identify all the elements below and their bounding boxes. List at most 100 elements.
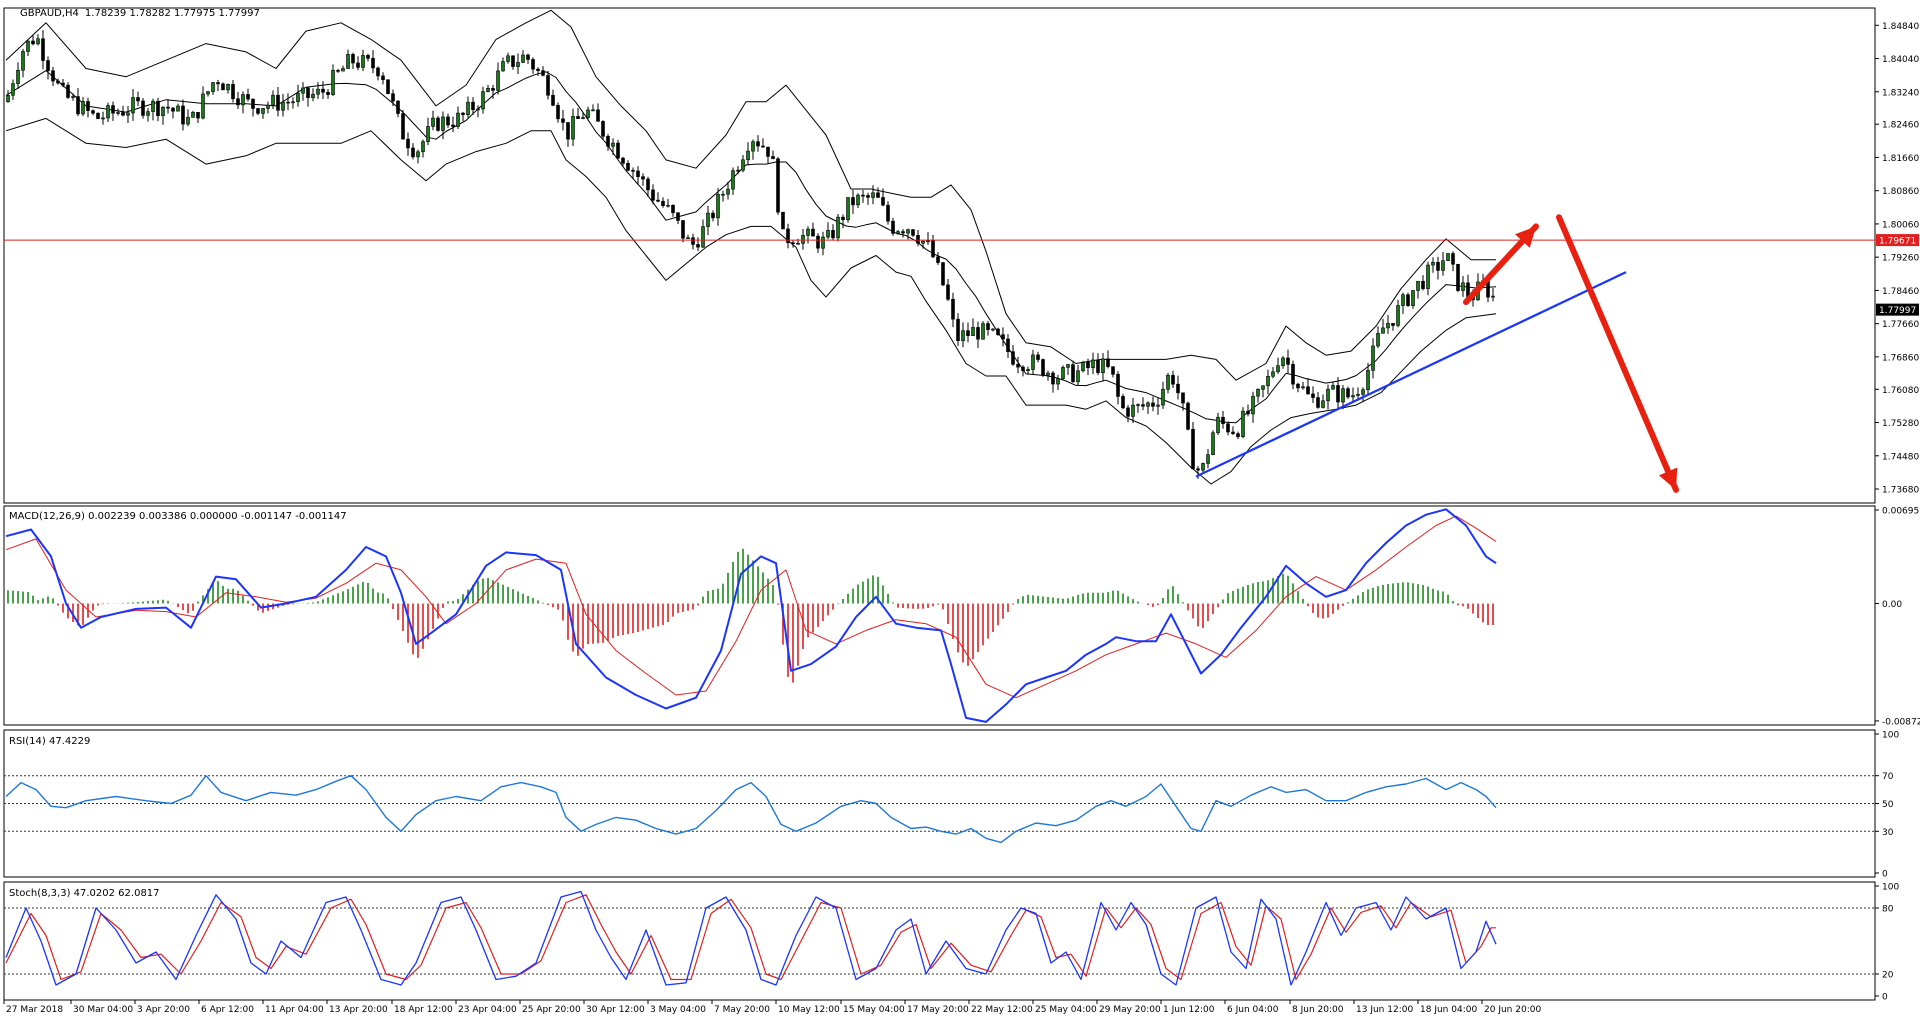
candle-bear — [1096, 359, 1100, 373]
candle-bull — [991, 328, 995, 331]
candlesticks — [6, 30, 1495, 479]
axis-tick-label: 0.00 — [1882, 600, 1902, 610]
candle-bull — [1441, 260, 1445, 271]
bb-upper-line — [5, 9, 1496, 381]
candle-bull — [1201, 463, 1205, 471]
candle-bear — [956, 318, 960, 341]
candle-bear — [61, 82, 65, 86]
candle-bull — [586, 109, 590, 118]
candle-bear — [91, 110, 95, 114]
candle-bull — [1491, 295, 1495, 298]
candle-bear — [96, 112, 100, 120]
candle-bull — [1366, 370, 1370, 391]
time-tick-label: 18 Jun 04:00 — [1420, 1005, 1477, 1015]
candle-bull — [1371, 345, 1375, 371]
candle-bull — [466, 101, 470, 115]
candle-bull — [981, 323, 985, 340]
candle-bear — [531, 59, 535, 70]
candle-bear — [51, 70, 55, 82]
candle-bull — [151, 100, 155, 112]
candle-bull — [311, 93, 315, 99]
forecast-arrow-head-2 — [1658, 467, 1678, 490]
candle-bull — [746, 150, 750, 161]
candle-bull — [1216, 416, 1220, 434]
candle-bull — [191, 111, 195, 118]
stoch-main-line — [5, 890, 1497, 986]
candle-bear — [1311, 393, 1315, 398]
macd-title: MACD(12,26,9) 0.002239 0.003386 0.000000… — [9, 511, 347, 522]
candle-bull — [496, 70, 500, 91]
candle-bear — [321, 88, 325, 93]
candle-bear — [1126, 407, 1130, 417]
candle-bear — [401, 113, 405, 140]
candle-bear — [1016, 364, 1020, 368]
time-tick-label: 27 Mar 2018 — [6, 1005, 63, 1015]
candle-bear — [336, 70, 340, 72]
candle-bull — [281, 101, 285, 111]
candle-bull — [441, 116, 445, 131]
candle-bull — [361, 55, 365, 68]
candle-bear — [811, 228, 815, 237]
candle-bull — [806, 228, 810, 236]
candle-bear — [596, 109, 600, 122]
candle-bear — [831, 230, 835, 239]
candle-bull — [36, 38, 40, 45]
candle-bear — [1346, 388, 1350, 398]
forecast-arrow-head-1 — [1515, 226, 1536, 248]
candle-bull — [1081, 362, 1085, 372]
candle-bull — [131, 97, 135, 114]
candle-bull — [1156, 404, 1160, 407]
candle-bull — [1266, 375, 1270, 387]
candle-bear — [1021, 366, 1025, 372]
main-pane-title: GBPAUD,H4 1.78239 1.78282 1.77975 1.77997 — [20, 8, 260, 19]
time-tick-label: 29 May 20:00 — [1099, 1005, 1161, 1015]
price-axis: 1.84840 1.84040 1.83240 1.82460 1.81660 1.808… — [1875, 22, 1919, 496]
candle-bear — [111, 105, 115, 114]
candle-bear — [406, 138, 410, 149]
axis-tick-label: 1.78460 — [1882, 287, 1919, 297]
candle-bear — [121, 112, 125, 116]
axis-tick-label: 1.76080 — [1882, 386, 1919, 396]
candle-bear — [246, 94, 250, 100]
candle-bear — [1036, 354, 1040, 360]
stoch-axis: 100 80 20 0 — [1875, 883, 1899, 1003]
candle-bear — [631, 170, 635, 172]
axis-tick-label: 1.79260 — [1882, 254, 1919, 264]
candle-bear — [1106, 358, 1110, 367]
candle-bear — [471, 101, 475, 110]
candle-bull — [1061, 367, 1065, 379]
candle-bear — [1291, 364, 1295, 385]
candle-bear — [1041, 359, 1045, 376]
macd-axis: 0.006952 0.00 -0.008723 — [1875, 506, 1920, 727]
candle-bull — [1396, 305, 1400, 326]
candle-bear — [931, 240, 935, 258]
candle-bull — [1301, 386, 1305, 389]
candle-bull — [751, 141, 755, 152]
candle-bear — [1176, 383, 1180, 394]
rsi-line-group — [5, 775, 1497, 844]
symbol-label: GBPAUD,H4 — [20, 8, 79, 19]
candle-bear — [41, 38, 45, 61]
candle-bull — [456, 112, 460, 127]
candle-bull — [1131, 404, 1135, 417]
time-tick-label: 6 Apr 12:00 — [201, 1005, 254, 1015]
axis-tick-label: 0 — [1882, 870, 1888, 880]
candle-bull — [1351, 395, 1355, 398]
axis-tick-label: 0.006952 — [1882, 506, 1920, 516]
candle-bull — [856, 194, 860, 206]
candle-bull — [1166, 374, 1170, 390]
candle-bull — [11, 83, 15, 96]
candle-bull — [1241, 410, 1245, 437]
candle-bull — [521, 54, 525, 63]
candle-bear — [1231, 431, 1235, 434]
current-price-tag — [1876, 303, 1919, 316]
candle-bear — [1151, 402, 1155, 407]
axis-tick-label: 100 — [1882, 731, 1899, 741]
time-tick-label: 30 Mar 04:00 — [73, 1005, 133, 1015]
candle-bear — [1111, 366, 1115, 375]
candle-bull — [1091, 359, 1095, 369]
axis-tick-label: 1.77660 — [1882, 320, 1919, 330]
candle-bear — [451, 124, 455, 127]
axis-tick-label: 100 — [1882, 883, 1899, 893]
